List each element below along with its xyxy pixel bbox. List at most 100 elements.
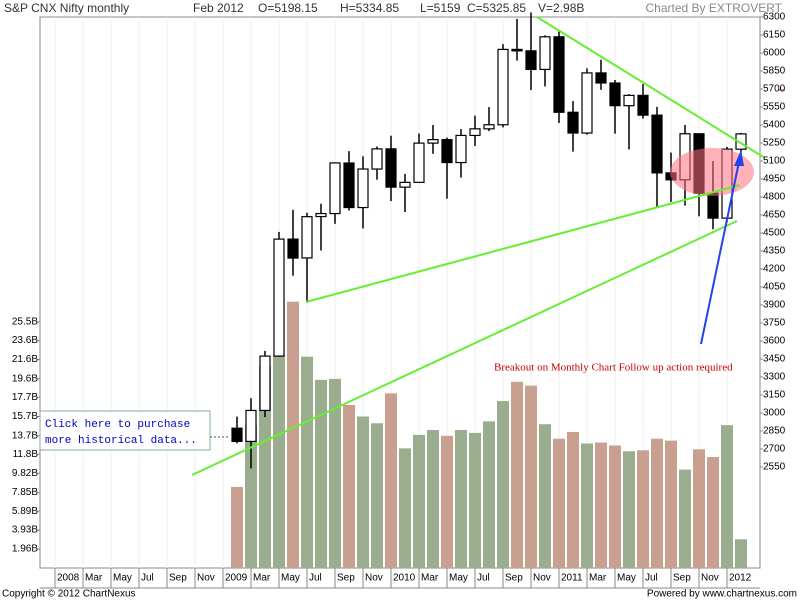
y-tick-label: 3900 <box>763 300 786 311</box>
y-tick-label: 4200 <box>763 264 786 275</box>
volume-bar <box>539 424 551 568</box>
x-tick-label: Jul <box>477 573 490 584</box>
candle-body <box>707 192 719 219</box>
volume-bar <box>413 434 425 568</box>
x-tick-label: Nov <box>197 573 215 584</box>
x-tick-label: Nov <box>701 573 719 584</box>
quote: V=2.98B <box>538 1 584 15</box>
y-tick-label: 4500 <box>763 228 786 239</box>
volume-bar <box>497 401 509 568</box>
y-tick-label: 5100 <box>763 156 786 167</box>
candle-body <box>637 94 649 116</box>
y2-tick-label: 11.8B <box>13 449 39 460</box>
candle-body <box>595 72 607 84</box>
title: S&P CNX Nifty monthly <box>4 1 129 15</box>
credit: Charted By EXTROVERT <box>646 1 783 15</box>
candle-body <box>413 142 425 183</box>
volume-bar <box>567 431 579 568</box>
volume-bar <box>287 301 299 568</box>
candle-body <box>287 238 299 259</box>
volume-bar <box>553 438 565 568</box>
arrow-shaft <box>700 161 740 345</box>
candle-body <box>385 148 397 188</box>
y-tick-label: 2550 <box>763 462 786 473</box>
purchase-link[interactable]: Click here to purchase <box>45 419 190 431</box>
volume-bar <box>455 430 467 568</box>
y2-tick-label: 7.85B <box>12 487 38 498</box>
y-tick-label: 4800 <box>763 192 786 203</box>
candle-body <box>273 238 285 357</box>
volume-bar <box>665 440 677 568</box>
candle-body <box>567 111 579 134</box>
x-tick-label: May <box>281 573 300 584</box>
purchase-box-frame[interactable] <box>39 410 211 451</box>
candle-body <box>455 134 467 164</box>
candle-body <box>343 162 355 209</box>
trend-line <box>191 220 738 476</box>
y2-tick-label: 23.6B <box>12 335 38 346</box>
y-tick-label: 4650 <box>763 210 786 221</box>
volume-bar <box>301 356 313 568</box>
volume-bar <box>679 469 691 568</box>
purchase-box[interactable]: Click here to purchase more historical d… <box>39 410 228 451</box>
volume-bar <box>371 423 383 568</box>
x-tick-label: Mar <box>253 573 271 584</box>
candle-body <box>609 82 621 107</box>
quote: C=5325.85 <box>467 1 526 15</box>
y2-tick-label: 15.7B <box>12 411 38 422</box>
y-tick-label: 4050 <box>763 282 786 293</box>
candle-body <box>483 124 495 130</box>
y-tick-label: 3600 <box>763 336 786 347</box>
candle-body <box>497 48 509 126</box>
candle-body <box>553 36 565 113</box>
arrow-head <box>734 150 744 166</box>
highlight-ellipse <box>670 148 754 196</box>
purchase-link[interactable]: more historical data... <box>45 435 197 447</box>
y-tick-label: 5250 <box>763 138 786 149</box>
y2-tick-label: 13.7B <box>12 430 38 441</box>
x-tick-label: Sep <box>673 573 691 584</box>
candle-body <box>511 48 523 52</box>
volume-bar <box>259 365 271 568</box>
candle-body <box>427 139 439 144</box>
x-tick-label: May <box>113 573 132 584</box>
volume-bar <box>469 432 481 568</box>
volume-bar <box>231 486 243 568</box>
y-tick-label: 4950 <box>763 174 786 185</box>
x-tick-label: Jul <box>645 573 658 584</box>
volume-bar <box>385 393 397 568</box>
volume-bar <box>609 445 621 568</box>
volume-bar <box>315 379 327 568</box>
x-tick-label: Nov <box>365 573 383 584</box>
y2-tick-label: 25.5B <box>12 317 38 328</box>
quote: L=5159 <box>420 1 461 15</box>
volume-bar <box>637 450 649 568</box>
volume-bar <box>623 451 635 568</box>
annotation: Breakout on Monthly Chart Follow up acti… <box>494 362 733 374</box>
volume-bar <box>399 448 411 568</box>
y-tick-label: 3450 <box>763 354 786 365</box>
candle-body <box>469 128 481 137</box>
y2-tick-label: 5.89B <box>12 506 38 517</box>
candle-body <box>231 427 243 443</box>
y-tick-label: 4350 <box>763 246 786 257</box>
y2-tick-label: 17.7B <box>12 392 38 403</box>
x-tick-label: May <box>617 573 636 584</box>
candle-body <box>735 133 747 150</box>
y2-tick-label: 9.82B <box>12 468 38 479</box>
candle-body <box>651 114 663 174</box>
y-tick-label: 2850 <box>763 426 786 437</box>
y2-tick-label: 3.93B <box>12 525 38 536</box>
volume-bar <box>343 404 355 568</box>
x-tick-label: Sep <box>169 573 187 584</box>
x-tick-label: Mar <box>421 573 439 584</box>
candle-body <box>329 162 341 215</box>
volume-bar <box>525 385 537 568</box>
y-tick-label: 5550 <box>763 102 786 113</box>
candle-body <box>441 139 453 164</box>
footer: Copyright © 2012 ChartNexus <box>2 589 136 600</box>
candle-body <box>525 50 537 71</box>
x-tick-label: Jul <box>309 573 322 584</box>
candle-body <box>623 94 635 107</box>
volume-bar <box>707 457 719 568</box>
